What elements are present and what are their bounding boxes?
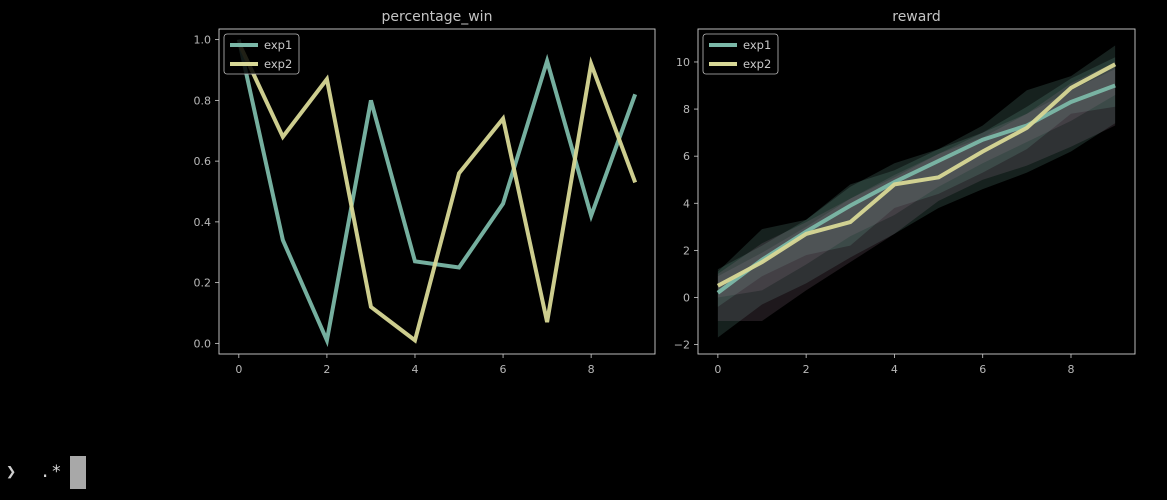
chart-2-y-tick-label: 4 [683, 197, 690, 210]
text-cursor [70, 456, 86, 489]
chart-1-y-tick-label: 0.4 [194, 216, 212, 229]
chart-2-x-tick-label: 2 [803, 363, 810, 376]
chart-2-x-tick-label: 0 [714, 363, 721, 376]
chart-2-x-tick-label: 4 [891, 363, 898, 376]
chart-1-y-tick-label: 0.2 [194, 277, 212, 290]
chart-2-y-tick-label: −2 [674, 339, 690, 352]
chart-1-panel: percentage_win 0 2 4 6 8 0.0 0.2 0.4 0.6 0.8 1.0 exp… [194, 9, 656, 376]
chart-1-plot-area [236, 39, 638, 348]
chart-1-y-tick-label: 0.8 [194, 94, 212, 107]
chart-2-plot-area [716, 45, 1117, 338]
chart-2-y-tick-label: 10 [676, 56, 690, 69]
chart-2-legend-label-exp1: exp1 [743, 38, 771, 52]
chart-1-x-tick-label: 2 [323, 363, 330, 376]
chart-1-axes-frame [218, 28, 656, 355]
chart-2-y-tick-label: 0 [683, 291, 690, 304]
chart-2-y-tick-label: 6 [683, 150, 690, 163]
chart-1-y-tick-label: 0.6 [194, 155, 212, 168]
chart-1-x-tick-label: 4 [411, 363, 418, 376]
chart-2-y-tick-label: 2 [683, 244, 690, 257]
chart-2-axes-frame [697, 28, 1136, 355]
chart-2-panel: reward 0 2 4 6 8 −2 0 2 4 6 8 10 exp1 exp2 [674, 9, 1136, 376]
chart-2-band-exp1 [717, 45, 1116, 338]
chart-1-legend-label-exp2: exp2 [264, 57, 292, 71]
chart-2-legend: exp1 exp2 [702, 33, 779, 75]
chart-2-title: reward [892, 9, 941, 25]
chart-1-legend: exp1 exp2 [223, 33, 300, 75]
chart-1-line-exp1 [236, 39, 638, 348]
terminal-prompt[interactable]: ❯ .* [0, 454, 200, 490]
chart-2-x-tick-label: 8 [1067, 363, 1074, 376]
chart-1-legend-label-exp1: exp1 [264, 38, 292, 52]
chart-1-title: percentage_win [382, 9, 493, 25]
chart-2-line-exp2 [716, 62, 1117, 288]
prompt-chevron-icon: ❯ [6, 462, 17, 482]
prompt-input-text[interactable]: .* [40, 462, 63, 482]
chart-1-y-tick-label: 1.0 [194, 34, 212, 47]
chart-1-line-exp2 [237, 41, 638, 344]
chart-2-y-tick-label: 8 [683, 103, 690, 116]
chart-1-y-tick-label: 0.0 [194, 337, 212, 350]
chart-2-x-tick-label: 6 [979, 363, 986, 376]
chart-1-x-tick-label: 6 [500, 363, 507, 376]
chart-1-x-tick-label: 8 [588, 363, 595, 376]
chart-1-x-tick-label: 0 [235, 363, 242, 376]
chart-2-legend-label-exp2: exp2 [743, 57, 771, 71]
